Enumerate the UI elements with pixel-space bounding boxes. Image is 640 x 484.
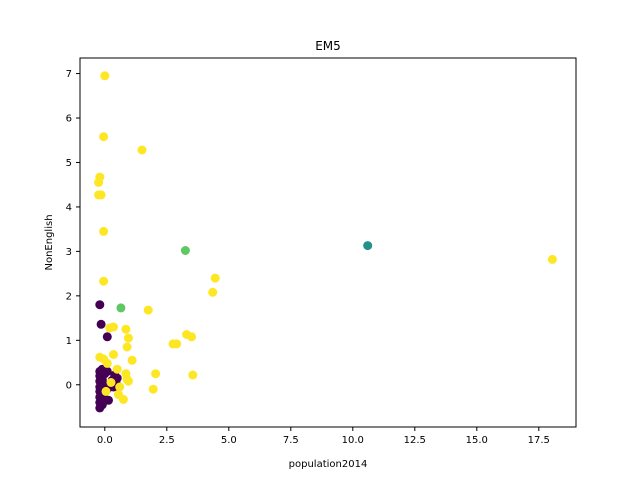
scatter-point (127, 355, 137, 365)
scatter-point (172, 339, 182, 349)
x-tick-label: 2.5 (159, 435, 175, 446)
y-tick-label: 0 (66, 380, 72, 391)
scatter-point (137, 145, 147, 155)
x-tick-label: 10.0 (342, 435, 364, 446)
scatter-point (94, 178, 104, 187)
scatter-point (102, 366, 112, 376)
plot-frame (79, 57, 577, 428)
scatter-point (123, 333, 133, 343)
y-tick-label: 2 (66, 291, 72, 302)
x-axis-label: population2014 (289, 459, 368, 470)
scatter-point (187, 332, 197, 342)
scatter-point (95, 300, 105, 310)
scatter-point (99, 276, 109, 286)
y-tick-label: 4 (66, 202, 72, 213)
scatter-point (101, 386, 111, 396)
scatter-point (363, 241, 373, 251)
scatter-point (123, 376, 133, 386)
scatter-point (100, 71, 110, 81)
scatter-point (112, 364, 122, 374)
x-tick-label: 7.5 (283, 435, 299, 446)
scatter-point (96, 190, 106, 200)
scatter-point (106, 378, 116, 387)
y-tick-label: 6 (66, 114, 72, 125)
y-tick-label: 5 (66, 158, 72, 169)
y-tick-label: 3 (66, 247, 72, 258)
y-tick-label: 1 (66, 336, 72, 347)
scatter-point (188, 370, 198, 380)
chart-title: EM5 (315, 39, 341, 53)
y-axis-ticks: 0 1 2 3 4 5 6 7 (66, 69, 80, 391)
x-tick-label: 12.5 (404, 435, 426, 446)
scatter-point (109, 350, 118, 359)
scatter-point (96, 319, 106, 329)
scatter-point (102, 332, 112, 342)
scatter-point (102, 358, 112, 368)
scatter-point (148, 384, 158, 394)
scatter-point (208, 287, 218, 297)
scatter-point (109, 322, 118, 332)
scatter-point (547, 254, 557, 264)
scatter-point (121, 324, 131, 334)
x-tick-label: 0.0 (97, 435, 113, 446)
data-points-layer (94, 71, 557, 413)
y-tick-label: 7 (66, 69, 72, 80)
scatter-point (99, 226, 109, 236)
x-tick-label: 15.0 (466, 435, 488, 446)
scatter-point (210, 273, 220, 283)
scatter-point (180, 246, 190, 255)
y-axis-label: NonEnglish (44, 214, 55, 270)
scatter-point (118, 394, 128, 404)
scatter-point (115, 382, 125, 392)
scatter-point (104, 395, 113, 405)
scatter-point (143, 305, 153, 315)
scatter-point (122, 342, 132, 352)
x-tick-label: 5.0 (221, 435, 237, 446)
x-tick-label: 17.5 (528, 435, 550, 446)
scatter-point (116, 303, 126, 313)
scatter-point (151, 369, 161, 379)
x-axis-ticks: 0.0 2.5 5.0 7.5 10.0 12.5 15.0 17.5 (97, 427, 550, 446)
scatter-point (99, 132, 109, 142)
